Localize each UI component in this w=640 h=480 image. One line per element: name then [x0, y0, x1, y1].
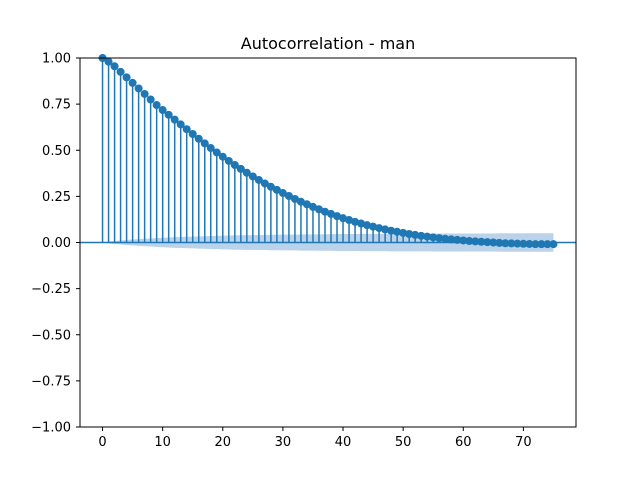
acf-point-lag-22: [230, 161, 239, 170]
acf-point-lag-38: [327, 209, 336, 218]
stems: [101, 58, 555, 245]
acf-point-lag-39: [333, 212, 342, 221]
acf-point-lag-37: [320, 207, 329, 216]
acf-point-lag-29: [272, 185, 281, 194]
acf-point-lag-52: [411, 230, 420, 239]
x-tick-label: 0: [98, 435, 106, 450]
acf-point-lag-36: [314, 205, 323, 214]
acf-point-lag-27: [260, 179, 269, 188]
acf-point-lag-21: [224, 156, 233, 165]
x-tick-label: 70: [515, 435, 532, 450]
acf-point-lag-11: [164, 110, 173, 119]
acf-point-lag-30: [278, 189, 287, 198]
acf-point-lag-24: [242, 168, 251, 177]
acf-point-lag-46: [375, 224, 384, 233]
acf-point-lag-45: [369, 222, 378, 231]
y-tick-label: 0.25: [42, 190, 71, 205]
acf-point-lag-2: [110, 62, 119, 71]
y-tick-label: 0.00: [42, 236, 71, 251]
acf-point-lag-4: [122, 73, 131, 82]
acf-point-lag-47: [381, 225, 390, 234]
acf-point-lag-62: [471, 237, 480, 246]
acf-point-lag-20: [218, 152, 227, 161]
acf-point-lag-7: [140, 89, 149, 98]
acf-point-lag-75: [549, 240, 558, 249]
y-tick-label: 0.50: [42, 144, 71, 159]
y-tick-label: −0.75: [31, 374, 71, 389]
acf-point-lag-42: [351, 217, 360, 226]
acf-point-lag-48: [387, 226, 396, 235]
acf-point-lag-8: [146, 95, 155, 104]
acf-point-lag-14: [182, 125, 191, 134]
acf-point-lag-1: [104, 57, 113, 66]
acf-point-lag-50: [399, 228, 408, 237]
y-tick-label: 1.00: [42, 52, 71, 67]
acf-point-lag-13: [176, 120, 185, 129]
x-tick-label: 60: [455, 435, 472, 450]
y-tick-label: −0.25: [31, 282, 71, 297]
acf-point-lag-56: [435, 234, 444, 243]
y-tick-label: −0.50: [31, 328, 71, 343]
acf-point-lag-3: [116, 67, 125, 76]
y-tick-label: 0.75: [42, 98, 71, 113]
y-tick-label: −1.00: [31, 421, 71, 436]
acf-point-lag-9: [152, 101, 161, 110]
acf-point-lag-31: [284, 192, 293, 201]
acf-point-lag-32: [290, 194, 299, 203]
acf-point-lag-35: [308, 202, 317, 211]
acf-point-lag-5: [128, 78, 137, 87]
tick-labels: 0 10 20 30 40 50 60 70 −1.00 −0.75 −0.50 −0.25 0.00 0…: [31, 52, 532, 451]
acf-point-lag-17: [200, 139, 209, 148]
acf-point-lag-55: [429, 233, 438, 242]
acf-point-lag-26: [254, 175, 263, 184]
acf-point-lag-33: [296, 197, 305, 206]
acf-point-lag-6: [134, 84, 143, 93]
x-tick-label: 40: [335, 435, 352, 450]
acf-point-lag-69: [513, 239, 522, 248]
acf-point-lag-15: [188, 130, 197, 139]
markers: [98, 54, 558, 249]
acf-point-lag-10: [158, 106, 167, 115]
acf-point-lag-19: [212, 148, 221, 157]
acf-point-lag-16: [194, 134, 203, 143]
acf-point-lag-25: [248, 172, 257, 181]
acf-point-lag-68: [507, 239, 516, 248]
x-tick-label: 50: [395, 435, 412, 450]
acf-point-lag-57: [441, 234, 450, 243]
acf-point-lag-18: [206, 144, 215, 153]
x-tick-label: 30: [275, 435, 292, 450]
acf-point-lag-34: [302, 200, 311, 209]
acf-point-lag-43: [357, 219, 366, 228]
acf-point-lag-12: [170, 115, 179, 124]
acf-point-lag-53: [417, 231, 426, 240]
acf-point-lag-28: [266, 182, 275, 191]
acf-point-lag-58: [447, 235, 456, 244]
acf-point-lag-41: [345, 215, 354, 224]
acf-point-lag-23: [236, 164, 245, 173]
acf-point-lag-54: [423, 232, 432, 241]
chart-title: Autocorrelation - man: [241, 34, 415, 53]
acf-point-lag-51: [405, 230, 414, 239]
acf-point-lag-49: [393, 227, 402, 236]
x-tick-label: 10: [154, 435, 171, 450]
acf-point-lag-44: [363, 221, 372, 230]
acf-point-lag-40: [339, 214, 348, 223]
x-tick-label: 20: [215, 435, 232, 450]
